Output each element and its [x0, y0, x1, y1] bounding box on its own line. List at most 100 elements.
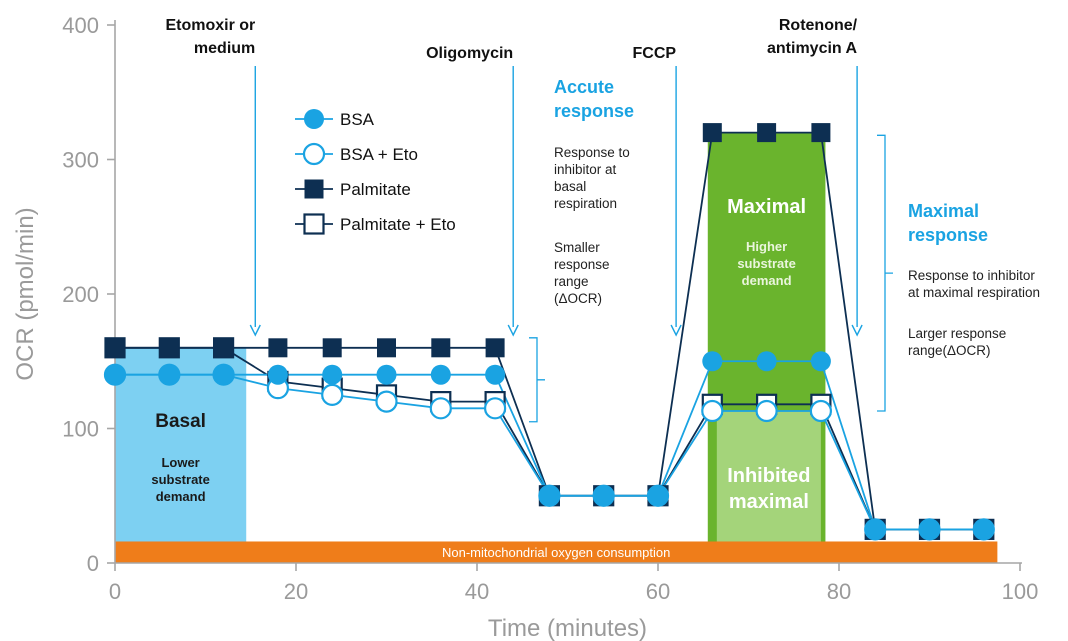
injection-label: Rotenone/ — [779, 17, 858, 34]
maximal-response-text: at maximal respiration — [908, 285, 1040, 300]
non-mitochondrial-band — [115, 541, 998, 563]
x-axis-title: Time (minutes) — [488, 615, 647, 641]
injection-arrowhead — [507, 324, 519, 337]
axes-layer: 0 100 200 300 400 0 20 40 60 80 100 Time (minutes) O… — [12, 13, 1038, 641]
x-tick-label: 60 — [646, 579, 670, 604]
regions-layer: Non-mitochondrial oxygen consumption Basa… — [115, 132, 998, 563]
annotations-layer: Accute response Response to inhibitor at bas… — [554, 77, 1040, 358]
data-point — [756, 351, 777, 372]
data-point — [377, 338, 396, 358]
injections-layer: Etomoxir or medium Oligomycin FCCP Rotenone/… — [165, 17, 863, 337]
data-point — [213, 364, 234, 385]
data-point — [105, 364, 125, 385]
inhibited-maximal-title: maximal — [729, 491, 809, 513]
injection-label: Etomoxir or — [165, 17, 255, 34]
data-point — [648, 485, 668, 506]
data-point — [485, 338, 505, 358]
acute-response-text: respiration — [554, 196, 617, 211]
basal-title: Basal — [155, 411, 206, 432]
data-point — [267, 364, 288, 385]
maximal-response-range: range(ΔOCR) — [908, 343, 991, 358]
data-point — [484, 397, 507, 420]
data-point — [919, 519, 940, 540]
data-point — [865, 519, 886, 540]
acute-response-title: response — [554, 101, 634, 121]
data-point — [702, 123, 722, 143]
injection-arrowhead — [249, 324, 261, 337]
basal-subtitle: Lower — [161, 455, 199, 470]
inhibited-maximal-title: Inhibited — [727, 465, 810, 487]
acute-response-range: range — [554, 274, 589, 289]
maximal-response-range: Larger response — [908, 326, 1006, 341]
maximal-title: Maximal — [727, 196, 806, 218]
data-point — [809, 399, 833, 423]
data-point — [973, 519, 994, 540]
x-tick-label: 20 — [284, 579, 308, 604]
injection-label: Oligomycin — [426, 45, 513, 62]
data-point — [430, 364, 451, 385]
legend-marker — [304, 179, 324, 199]
injection-label: medium — [194, 40, 255, 57]
legend: BSA BSA + Eto Palmitate Palmitate + Eto — [295, 109, 456, 235]
data-point — [105, 338, 125, 358]
injection-arrowhead — [670, 324, 682, 337]
data-point — [375, 390, 398, 413]
data-point — [429, 397, 452, 420]
non-mitochondrial-label: Non-mitochondrial oxygen consumption — [442, 545, 670, 560]
y-tick-label: 0 — [87, 551, 99, 576]
maximal-response-title: response — [908, 225, 988, 245]
injection-arrowhead — [851, 324, 863, 337]
acute-response-range: (ΔOCR) — [554, 291, 602, 306]
data-point — [755, 399, 778, 423]
maximal-response-text: Response to inhibitor — [908, 268, 1035, 283]
data-point — [810, 351, 831, 372]
maximal-response-bracket — [877, 134, 893, 412]
data-point — [376, 364, 397, 385]
legend-marker — [302, 142, 326, 166]
data-point — [811, 123, 831, 143]
basal-subtitle: substrate — [151, 472, 210, 487]
data-point — [485, 364, 506, 385]
maximal-subtitle: Higher — [746, 239, 787, 254]
acute-response-text: basal — [554, 179, 586, 194]
brackets-layer — [529, 134, 893, 423]
acute-response-title: Accute — [554, 77, 614, 97]
y-tick-label: 200 — [62, 282, 99, 307]
data-point — [322, 364, 343, 385]
maximal-response-title: Maximal — [908, 201, 979, 221]
data-point — [702, 351, 723, 372]
data-point — [757, 123, 777, 143]
y-tick-label: 400 — [62, 13, 99, 38]
data-point — [268, 338, 288, 358]
basal-subtitle: demand — [156, 489, 206, 504]
x-tick-label: 0 — [109, 579, 121, 604]
x-tick-label: 100 — [1002, 579, 1039, 604]
inhibited-maximal-region — [716, 411, 821, 563]
data-point — [701, 399, 724, 423]
data-point — [593, 485, 614, 506]
x-tick-label: 40 — [465, 579, 489, 604]
y-tick-label: 300 — [62, 148, 99, 173]
injection-label: antimycin A — [767, 40, 858, 57]
x-tick-label: 80 — [827, 579, 851, 604]
legend-marker — [303, 213, 325, 235]
data-point — [214, 338, 234, 358]
data-point — [159, 338, 179, 358]
maximal-subtitle: demand — [742, 273, 792, 288]
y-axis-title: OCR (pmol/min) — [12, 207, 39, 380]
legend-label: Palmitate — [340, 180, 411, 199]
y-tick-label: 100 — [62, 417, 99, 442]
data-point — [322, 338, 342, 358]
acute-response-text: inhibitor at — [554, 162, 617, 177]
legend-marker — [304, 109, 324, 129]
acute-response-range: Smaller — [554, 240, 600, 255]
legend-label: BSA — [340, 110, 375, 129]
legend-label: BSA + Eto — [340, 145, 418, 164]
data-point — [539, 485, 560, 506]
data-point — [159, 364, 180, 385]
acute-response-text: Response to — [554, 145, 630, 160]
series-layer — [103, 123, 995, 541]
acute-response-range: response — [554, 257, 610, 272]
legend-label: Palmitate + Eto — [340, 215, 456, 234]
